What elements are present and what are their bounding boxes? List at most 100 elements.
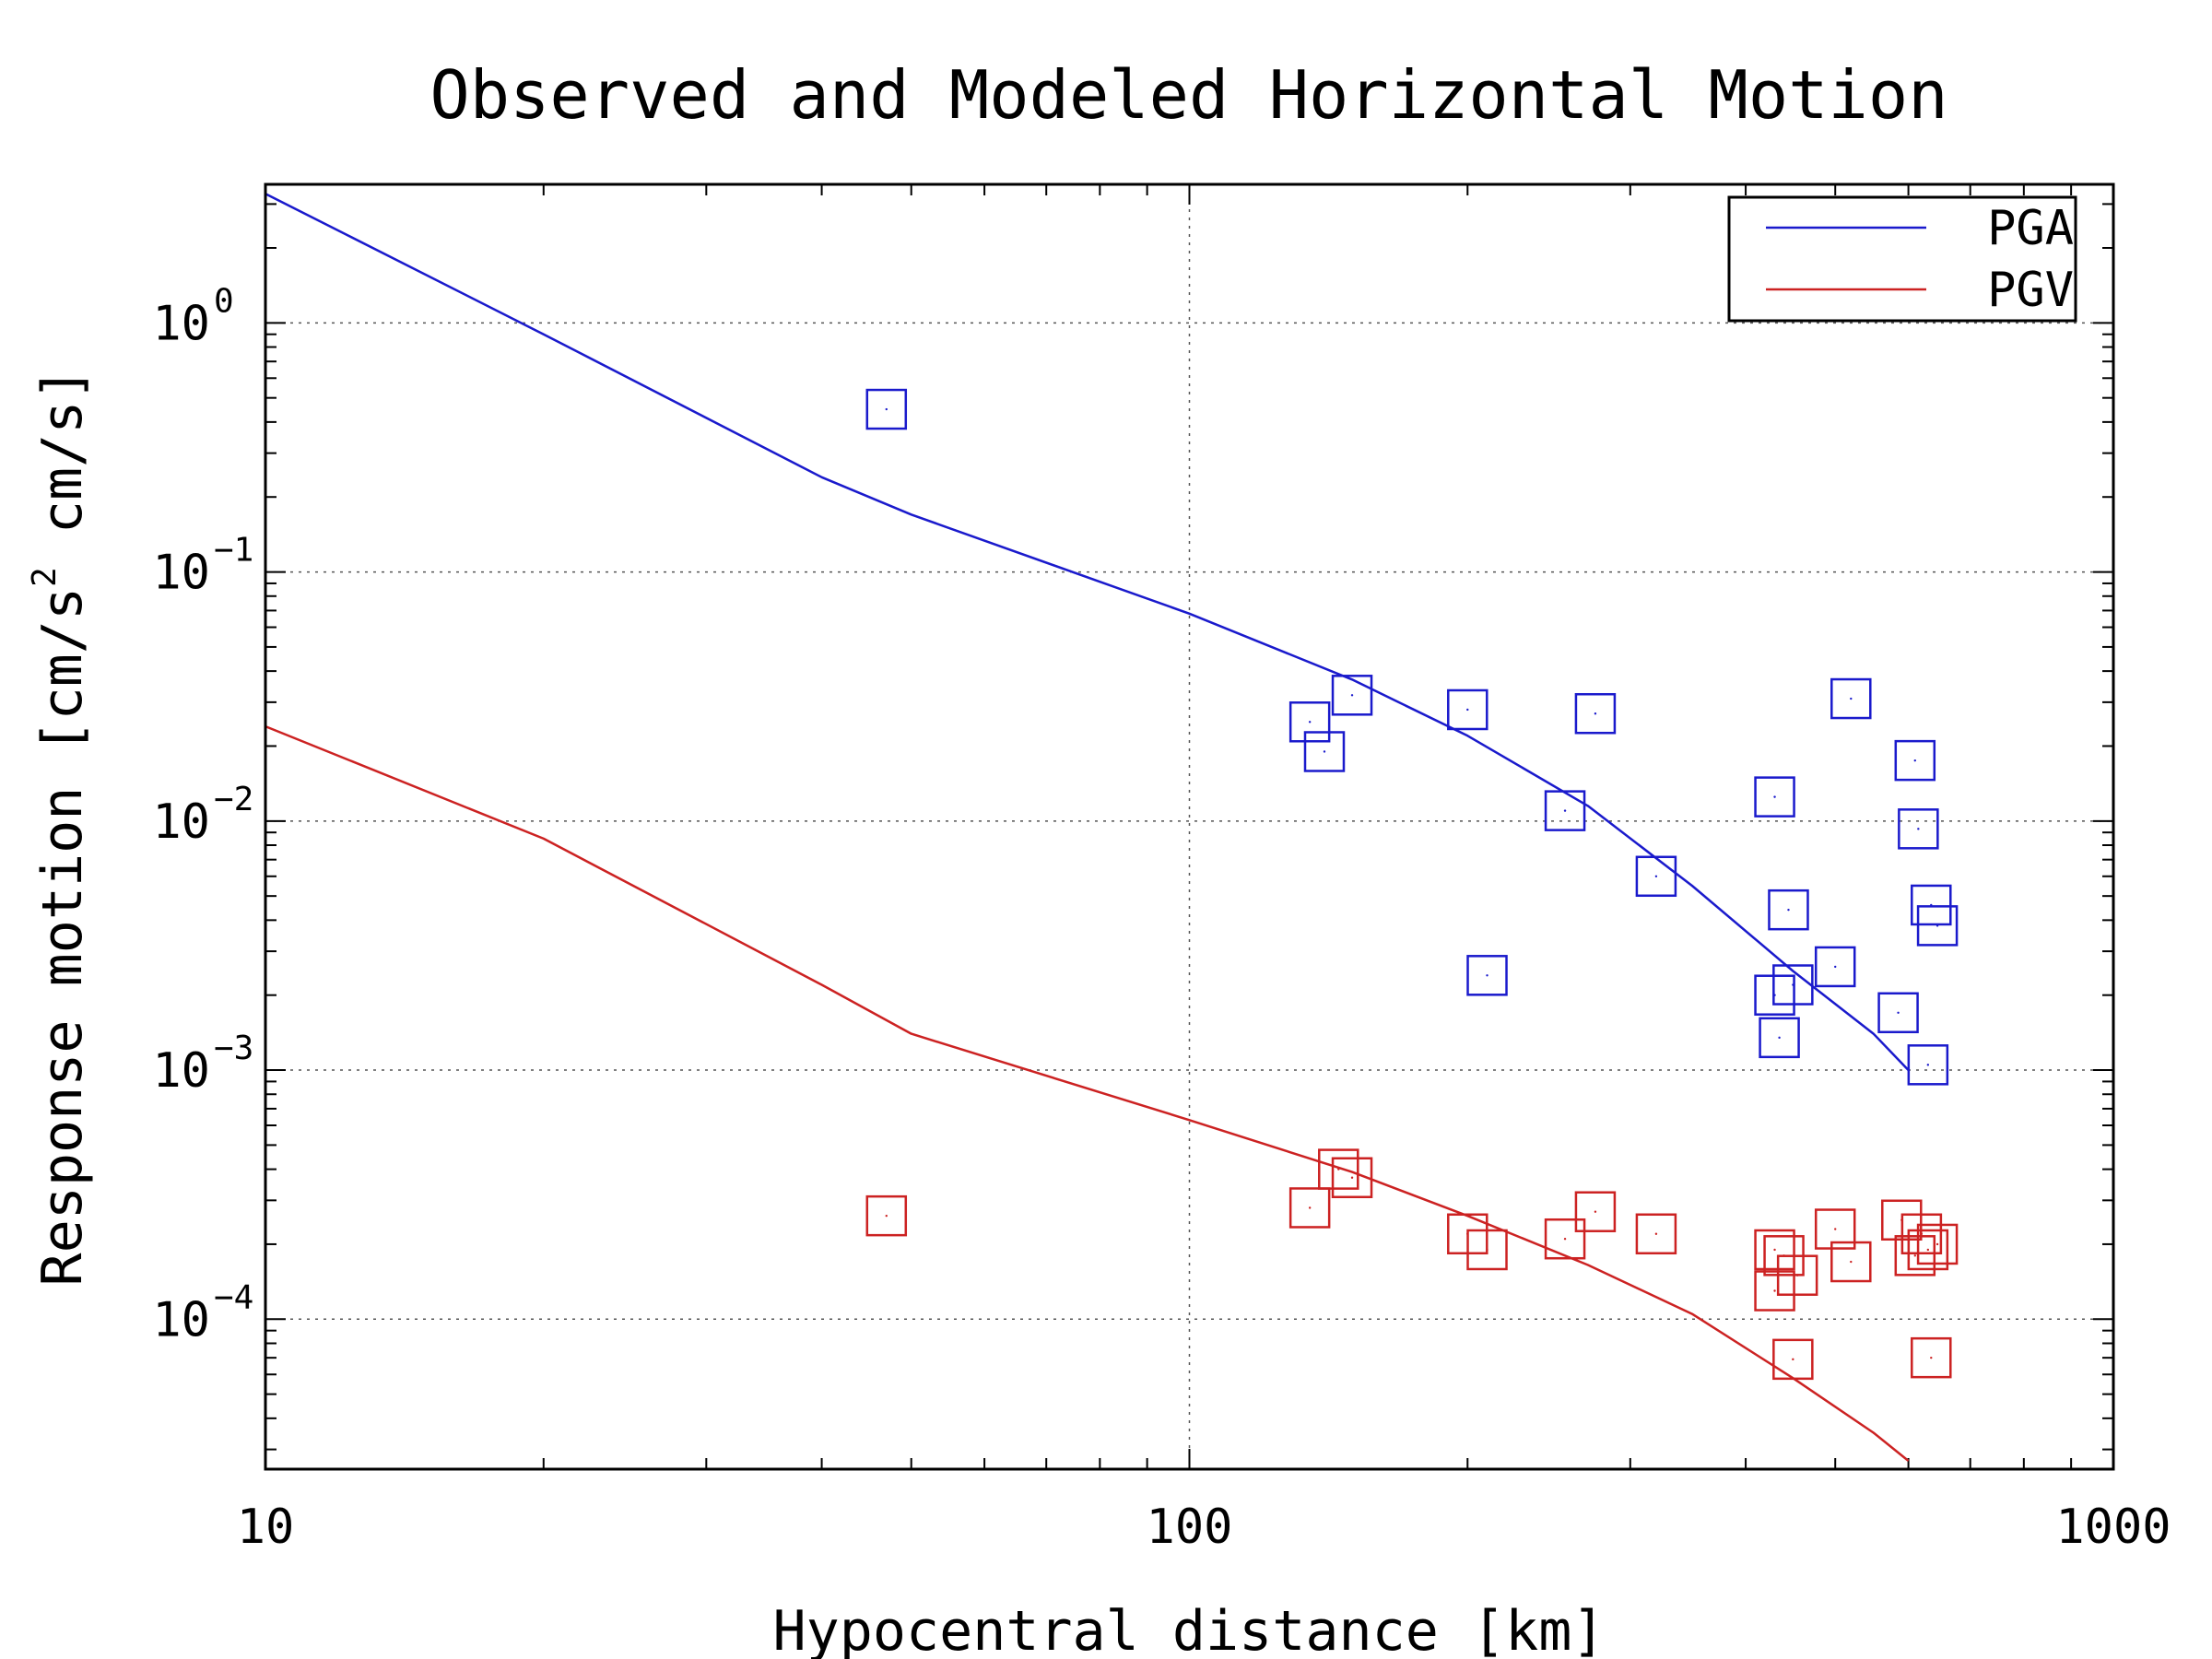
observed-marker-pga bbox=[1447, 688, 1488, 731]
observed-marker-pga bbox=[1877, 992, 1919, 1034]
observed-point-dot-pgv bbox=[1930, 1356, 1933, 1359]
observed-point-dot-pgv bbox=[1594, 1210, 1597, 1213]
observed-point-dot-pgv bbox=[1936, 1242, 1939, 1246]
observed-marker-pga bbox=[1574, 692, 1617, 735]
y-axis-label-part1: Response motion [cm/s bbox=[30, 587, 95, 1287]
observed-marker-pga bbox=[1830, 677, 1872, 720]
observed-marker-pga bbox=[1754, 776, 1795, 818]
observed-marker-pga bbox=[1759, 1017, 1800, 1059]
observed-marker-pgv bbox=[1894, 1235, 1936, 1277]
observed-marker-pgv bbox=[1574, 1191, 1617, 1232]
observed-marker-pga bbox=[1911, 884, 1952, 926]
observed-point-dot-pga bbox=[1926, 1064, 1930, 1066]
observed-marker-pgv bbox=[1331, 1157, 1373, 1198]
observed-marker-pgv bbox=[1814, 1208, 1856, 1250]
observed-marker-pgv bbox=[1466, 1229, 1508, 1271]
y-tick-label: 10 bbox=[152, 1292, 210, 1347]
observed-point-dot-pga bbox=[1466, 708, 1469, 712]
plot-area bbox=[265, 193, 1959, 1462]
observed-point-dot-pga bbox=[1350, 694, 1354, 697]
y-axis-label-superscript: 2 bbox=[26, 567, 64, 587]
observed-marker-pgv bbox=[1900, 1213, 1943, 1255]
observed-point-dot-pga bbox=[1654, 875, 1658, 877]
observed-marker-pgv bbox=[1911, 1336, 1952, 1379]
observed-point-dot-pgv bbox=[1350, 1176, 1354, 1179]
observed-point-dot-pga bbox=[1486, 974, 1488, 977]
observed-marker-pgv bbox=[1830, 1241, 1872, 1283]
y-tick-label: 10 bbox=[152, 296, 210, 351]
observed-point-dot-pga bbox=[1778, 1036, 1781, 1040]
y-tick-label: 10 bbox=[152, 546, 210, 601]
observed-point-dot-pga bbox=[1792, 983, 1794, 986]
observed-marker-pgv bbox=[1318, 1148, 1359, 1190]
observed-marker-pga bbox=[1466, 955, 1508, 996]
observed-point-dot-pga bbox=[1787, 908, 1790, 912]
observed-point-dot-pga bbox=[1834, 965, 1837, 969]
x-tick-label: 100 bbox=[1147, 1500, 1233, 1555]
observed-marker-pga bbox=[1907, 1044, 1949, 1086]
observed-point-dot-pga bbox=[1913, 759, 1916, 762]
x-tick-labels: 10 100 1000 bbox=[237, 1500, 2171, 1555]
observed-marker-pgv bbox=[1916, 1223, 1959, 1265]
observed-point-dot-pgv bbox=[1920, 1232, 1924, 1235]
observed-point-dot-pgv bbox=[1773, 1248, 1776, 1252]
observed-point-dot-pga bbox=[1563, 809, 1567, 812]
observed-point-dot-pga bbox=[1897, 1011, 1900, 1014]
observed-point-dot-pgv bbox=[1792, 1358, 1794, 1361]
y-tick-exponent: −1 bbox=[214, 532, 253, 570]
observed-point-dot-pgv bbox=[1486, 1248, 1488, 1252]
model-line-pga bbox=[265, 193, 1910, 1071]
y-tick-exponent: −4 bbox=[214, 1278, 253, 1316]
observed-point-dot-pgv bbox=[1850, 1260, 1853, 1264]
observed-point-dot-pgv bbox=[1795, 1274, 1799, 1277]
y-tick-label: 10 bbox=[152, 794, 210, 850]
observed-point-dot-pgv bbox=[1563, 1238, 1567, 1241]
observed-marker-pga bbox=[1814, 946, 1856, 988]
observed-point-dot-pgv bbox=[1834, 1228, 1837, 1230]
observed-marker-pga bbox=[1331, 675, 1373, 716]
observed-point-dot-pga bbox=[1773, 795, 1776, 798]
model-line-pgv bbox=[265, 724, 1910, 1462]
observed-marker-pga bbox=[1288, 701, 1331, 743]
legend-label-pgv: PGV bbox=[1987, 263, 2074, 318]
observed-point-dot-pga bbox=[1594, 712, 1597, 715]
observed-point-dot-pga bbox=[1850, 697, 1853, 700]
y-tick-exponent: 0 bbox=[214, 282, 234, 320]
observed-marker-pga bbox=[1894, 739, 1936, 782]
observed-marker-pga bbox=[1768, 888, 1809, 931]
plot-frame bbox=[264, 182, 2115, 1471]
chart-title: Observed and Modeled Horizontal Motion bbox=[429, 56, 1947, 134]
x-tick-label: 1000 bbox=[2055, 1500, 2171, 1555]
observed-point-dot-pgv bbox=[885, 1214, 888, 1218]
observed-point-dot-pgv bbox=[1913, 1254, 1916, 1257]
observed-marker-pga bbox=[1898, 808, 1939, 850]
observed-point-dot-pga bbox=[885, 407, 888, 411]
observed-marker-pgv bbox=[1907, 1229, 1949, 1271]
x-tick-label: 10 bbox=[237, 1500, 295, 1555]
observed-marker-pgv bbox=[865, 1194, 908, 1237]
x-axis-label: Hypocentral distance [km] bbox=[772, 1599, 1605, 1659]
observed-marker-pgv bbox=[1754, 1229, 1795, 1271]
observed-marker-pgv bbox=[1288, 1187, 1331, 1229]
observed-marker-pga bbox=[1916, 905, 1959, 947]
observed-marker-pgv bbox=[1544, 1218, 1586, 1260]
y-axis-label-part2: cm/s] bbox=[30, 367, 95, 567]
observed-marker-pga bbox=[1772, 964, 1814, 1006]
observed-point-dot-pga bbox=[1936, 924, 1939, 927]
observed-point-dot-pga bbox=[1308, 721, 1312, 724]
observed-marker-pga bbox=[1544, 790, 1586, 831]
legend: PGA PGV bbox=[1727, 195, 2077, 323]
observed-marker-pgv bbox=[1635, 1213, 1677, 1255]
observed-marker-pgv bbox=[1776, 1254, 1818, 1296]
observed-marker-pga bbox=[1635, 855, 1677, 898]
observed-marker-pga bbox=[865, 388, 908, 430]
legend-box bbox=[1727, 195, 2077, 323]
observed-marker-pgv bbox=[1754, 1270, 1795, 1312]
observed-point-dot-pgv bbox=[1308, 1206, 1312, 1209]
observed-marker-pgv bbox=[1772, 1338, 1814, 1381]
y-tick-label: 10 bbox=[152, 1043, 210, 1099]
legend-label-pga: PGA bbox=[1987, 201, 2074, 256]
observed-point-dot-pgv bbox=[1926, 1248, 1930, 1252]
